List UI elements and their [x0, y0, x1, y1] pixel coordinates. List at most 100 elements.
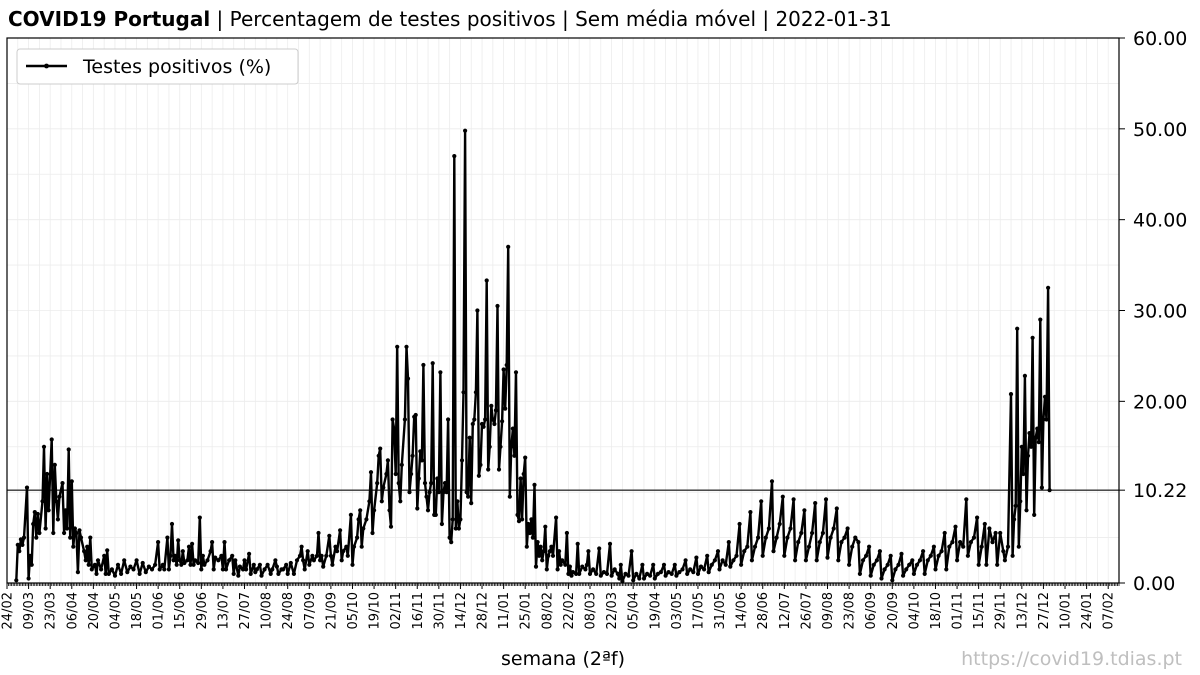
x-tick-label: 08/02: [540, 592, 555, 629]
data-point: [270, 567, 275, 572]
data-point: [467, 435, 472, 440]
data-point: [321, 564, 326, 569]
data-point: [177, 558, 182, 563]
data-point: [728, 564, 733, 569]
data-point: [1038, 317, 1043, 322]
data-point: [99, 567, 104, 572]
data-point: [615, 571, 620, 577]
data-point: [182, 560, 187, 566]
data-point: [65, 526, 70, 531]
data-point: [40, 499, 45, 504]
x-tick-label: 09/03: [22, 592, 37, 629]
data-point: [299, 544, 304, 549]
data-point: [223, 567, 229, 572]
x-tick-label: 06/04: [65, 592, 80, 629]
data-point: [466, 494, 471, 499]
data-point: [828, 535, 833, 540]
data-point: [896, 562, 901, 567]
data-point: [601, 570, 607, 575]
data-point: [950, 540, 955, 545]
data-point: [694, 555, 699, 560]
data-point: [24, 485, 30, 490]
data-point: [618, 562, 623, 567]
data-point: [424, 494, 429, 499]
data-point: [314, 553, 320, 558]
data-point: [370, 530, 375, 536]
data-point: [392, 426, 397, 431]
data-point: [305, 549, 310, 554]
data-point: [94, 571, 99, 577]
data-point: [749, 558, 755, 563]
data-point: [820, 530, 826, 536]
data-point: [680, 567, 685, 572]
data-point: [425, 508, 431, 513]
data-point: [546, 553, 551, 558]
data-point: [119, 571, 124, 577]
data-point: [450, 517, 455, 522]
x-axis: 24/02 09/03 23/03 06/04 20/04 04/05 18/05 01/06…: [1, 583, 1120, 629]
data-point: [247, 551, 252, 557]
data-point: [990, 540, 995, 545]
data-point: [640, 562, 645, 567]
data-point: [191, 562, 196, 567]
data-point: [208, 549, 213, 554]
data-point: [62, 530, 67, 536]
data-point: [55, 517, 61, 522]
x-tick-label: 16/11: [411, 592, 426, 629]
data-point: [717, 567, 722, 572]
data-point: [202, 562, 207, 567]
data-point: [439, 521, 444, 527]
data-point: [652, 576, 657, 581]
data-point: [526, 521, 531, 527]
data-point: [379, 499, 384, 504]
data-point: [899, 551, 904, 557]
data-point: [109, 567, 114, 572]
legend-marker: [44, 63, 49, 69]
data-point: [492, 421, 497, 427]
data-point: [447, 535, 452, 540]
data-point: [685, 571, 690, 577]
data-point: [998, 530, 1003, 536]
y-axis: 0.00 10.22 20.00 30.00 40.00 50.00 60.00: [1119, 28, 1187, 595]
data-point: [651, 562, 656, 567]
data-point: [66, 447, 71, 452]
data-point: [372, 508, 377, 513]
y-tick-label: 20.00: [1133, 391, 1187, 413]
x-tick-label: 07/09: [303, 592, 318, 629]
data-point: [95, 558, 101, 563]
data-point: [285, 571, 290, 577]
data-point: [385, 458, 390, 463]
data-point: [503, 406, 508, 411]
data-point: [566, 571, 571, 577]
data-point: [364, 517, 369, 522]
data-point: [947, 544, 952, 549]
data-point: [41, 444, 47, 449]
data-point: [473, 390, 478, 395]
data-point: [737, 521, 742, 527]
data-point: [60, 481, 65, 486]
data-point: [574, 571, 579, 577]
data-point: [931, 544, 937, 549]
data-point: [404, 344, 409, 349]
data-point: [691, 570, 696, 575]
x-tick-label: 03/05: [670, 592, 685, 629]
data-point: [648, 573, 653, 578]
data-point: [162, 567, 167, 572]
data-point: [220, 567, 225, 572]
data-point: [756, 535, 761, 540]
data-point: [233, 558, 238, 563]
data-point: [375, 481, 380, 486]
x-tick-label: 01/11: [951, 592, 966, 629]
data-point: [387, 508, 392, 513]
data-point: [463, 128, 468, 133]
data-point: [726, 540, 731, 545]
data-point: [453, 526, 458, 531]
data-point: [410, 453, 415, 458]
data-point: [190, 541, 195, 547]
data-point: [85, 544, 90, 549]
data-point: [236, 573, 241, 578]
data-point: [339, 558, 344, 563]
data-point: [734, 553, 739, 558]
data-point: [537, 553, 542, 558]
data-point: [1022, 373, 1027, 378]
